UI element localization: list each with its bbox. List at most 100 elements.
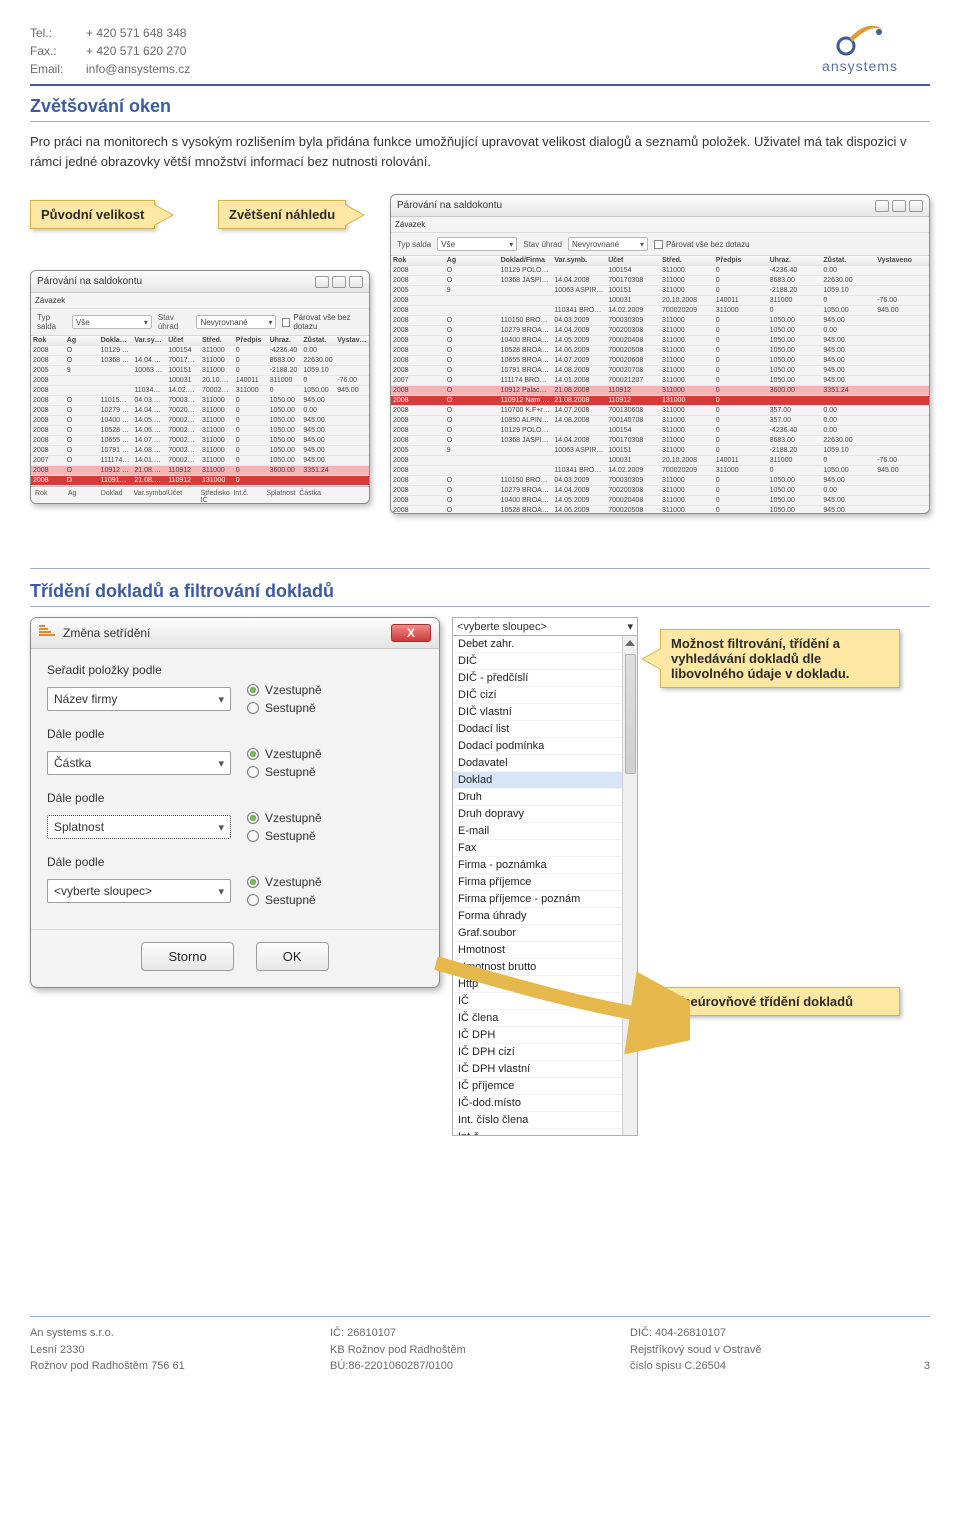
list-item[interactable]: Forma úhrady [453, 908, 637, 925]
table-row[interactable]: 2008110341 BROADWAY a.s14.02.20097000202… [31, 386, 369, 396]
window-controls[interactable] [315, 276, 363, 288]
list-item[interactable]: E-mail [453, 823, 637, 840]
list-item[interactable]: IČ-dod.místo [453, 1095, 637, 1112]
table-row[interactable]: 2008110341 BROADWAY a.s14.02.20097000202… [391, 306, 929, 316]
data-grid-small[interactable]: RokAgDoklad/FirmaVar.symb.ÚčetStřed.Před… [31, 336, 369, 486]
list-item[interactable]: Debet zahr. [453, 636, 637, 653]
list-item[interactable]: Dodací podmínka [453, 738, 637, 755]
list-item[interactable]: DIČ vlastní [453, 704, 637, 721]
callout-enlarged: Zvětšení náhledu [218, 200, 346, 229]
sort1-desc-radio[interactable]: Sestupně [247, 701, 322, 715]
list-item[interactable]: Firma - poznámka [453, 857, 637, 874]
browse-window-big: Párování na saldokontu Závazek Typ salda… [390, 194, 930, 514]
table-row[interactable]: 2005910063 ASPIRE, v.o.s.1001513110000-2… [31, 366, 369, 376]
table-row[interactable]: 2008O10528 BROADWAY a.s14.06.20097000205… [391, 346, 929, 356]
list-item[interactable]: Int.č. [453, 1129, 637, 1136]
table-row[interactable]: 2007O111174 BROADWAY a.s14.01.2008700021… [391, 376, 929, 386]
logo-text: ansystems [790, 58, 930, 74]
list-item[interactable]: DIČ cizí [453, 687, 637, 704]
list-item[interactable]: Firma příjemce [453, 874, 637, 891]
list-item[interactable]: DIČ [453, 653, 637, 670]
sort2-asc-radio[interactable]: Vzestupně [247, 747, 322, 761]
table-row[interactable]: 2008O10400 BROADWAY a.s14.05.20097000204… [391, 336, 929, 346]
close-button[interactable]: X [391, 624, 431, 642]
grid-header: RokAgDoklad/FirmaVar.symb.ÚčetStřed.Před… [391, 256, 929, 266]
list-item[interactable]: Fax [453, 840, 637, 857]
stav-select[interactable]: Nevyrovnané▾ [196, 315, 276, 329]
list-item[interactable]: Dodavatel [453, 755, 637, 772]
ok-button[interactable]: OK [256, 942, 329, 971]
typsalda-select[interactable]: Vše▾ [72, 315, 152, 329]
list-item[interactable]: Druh [453, 789, 637, 806]
table-row[interactable]: 2008O10368 JASPIS FASHI..14.04.200870017… [31, 356, 369, 366]
list-item[interactable]: Druh dopravy [453, 806, 637, 823]
sort4-asc-radio[interactable]: Vzestupně [247, 875, 322, 889]
data-grid-big[interactable]: RokAgDoklad/FirmaVar.symb.ÚčetStřed.Před… [391, 256, 929, 514]
sort3-desc-radio[interactable]: Sestupně [247, 829, 322, 843]
fax-label: Fax.: [30, 42, 86, 60]
table-row[interactable]: 2008O110912 Nam Cub s.r.21.08.2008110912… [391, 396, 929, 406]
parovat-checkbox[interactable]: Párovat vše bez dotazu [654, 240, 750, 249]
sort1-select[interactable]: Název firmy▾ [47, 687, 231, 711]
scrollbar-thumb[interactable] [625, 654, 636, 774]
table-row[interactable]: 2008O10279 BROADWAY a.s14.04.20097002003… [391, 486, 929, 496]
list-item[interactable]: Doklad [453, 772, 637, 789]
list-item[interactable]: DIČ - předčíslí [453, 670, 637, 687]
sort2-select[interactable]: Částka▾ [47, 751, 231, 775]
table-row[interactable]: 2008O110912 Nam Cub s.r.21.08.2008110912… [31, 476, 369, 486]
sort1-asc-radio[interactable]: Vzestupně [247, 683, 322, 697]
list-item[interactable]: Int. číslo člena [453, 1112, 637, 1129]
table-row[interactable]: 2005910063 ASPIRE, v.o.s.1001513110000-2… [391, 446, 929, 456]
table-row[interactable]: 2008O10655 BROADWAY a.s14.07.20097000206… [391, 356, 929, 366]
table-row[interactable]: 2008O10791 BROADWAY a.s14.08.20097000207… [391, 366, 929, 376]
table-row[interactable]: 2008O10655 BROADWAY a.s14.07.20097000206… [31, 436, 369, 446]
connector-arrow-icon [430, 957, 690, 1087]
column-picker-head[interactable]: <vyberte sloupec>▾ [452, 617, 638, 636]
table-row[interactable]: 200810003120.10.20081400113110000-76.00 [391, 456, 929, 466]
table-row[interactable]: 2008O10279 BROADWAY a.s14.04.20097002003… [391, 326, 929, 336]
table-row[interactable]: 2008O110150 BROADWAY a.s04.03.2009700030… [31, 396, 369, 406]
table-row[interactable]: 200810003120.10.20081400113110000-76.00 [391, 296, 929, 306]
table-row[interactable]: 2008O10368 JASPIS FASHI..14.04.200870017… [391, 436, 929, 446]
table-row[interactable]: 2008O10912 Palace hotel P..21.08.2008110… [391, 386, 929, 396]
table-row[interactable]: 2008O10528 BROADWAY a.s14.06.20097000205… [391, 506, 929, 514]
table-row[interactable]: 200810003120.10.20081400113110000-76.00 [31, 376, 369, 386]
table-row[interactable]: 2008O10912 Palace hotel P..21.08.2008110… [31, 466, 369, 476]
sort2-desc-radio[interactable]: Sestupně [247, 765, 322, 779]
table-row[interactable]: 2008O110700 K.F+r finance..14.07.2008700… [391, 406, 929, 416]
table-row[interactable]: 2008O10129 POLONA s.r.o.1001543110000-42… [31, 346, 369, 356]
table-row[interactable]: 2008110341 BROADWAY a.s14.02.20097000202… [391, 466, 929, 476]
parovat-checkbox[interactable]: Párovat vše bez dotazu [282, 313, 363, 331]
filter-row-small[interactable]: RokAgDokladVar.symbolÚčetStředisko IČInt… [31, 486, 369, 504]
tel-value: + 420 571 648 348 [86, 24, 186, 42]
page-footer: An systems s.r.o.Lesní 2330Rožnov pod Ra… [30, 1316, 930, 1375]
table-row[interactable]: 2008O10850 ALPINE logist..14.08.20087001… [391, 416, 929, 426]
tab-label: Závazek [391, 217, 929, 233]
typsalda-select[interactable]: Vše▾ [437, 237, 517, 251]
table-row[interactable]: 2008O10400 BROADWAY a.s14.05.20097000204… [391, 496, 929, 506]
window-controls[interactable] [875, 200, 923, 212]
callout-original-size: Původní velikost [30, 200, 155, 229]
stav-select[interactable]: Nevyrovnané▾ [568, 237, 648, 251]
sort4-desc-radio[interactable]: Sestupně [247, 893, 322, 907]
table-row[interactable]: 2008O10528 BROADWAY a.s14.06.20097000205… [31, 426, 369, 436]
list-item[interactable]: Graf.soubor [453, 925, 637, 942]
sort4-select[interactable]: <vyberte sloupec>▾ [47, 879, 231, 903]
list-item[interactable]: Firma příjemce - poznám [453, 891, 637, 908]
sort3-asc-radio[interactable]: Vzestupně [247, 811, 322, 825]
table-row[interactable]: 2005910063 ASPIRE, v.o.s.1001513110000-2… [391, 286, 929, 296]
table-row[interactable]: 2008O10129 POLONA s.r.o.1001543110000-42… [391, 426, 929, 436]
window-title: Párování na saldokontu [37, 276, 142, 287]
storno-button[interactable]: Storno [141, 942, 233, 971]
table-row[interactable]: 2007O111174 BROADWAY a.s14.01.2008700021… [31, 456, 369, 466]
page-header: Tel.:+ 420 571 648 348 Fax.:+ 420 571 62… [30, 24, 930, 86]
table-row[interactable]: 2008O10791 BROADWAY a.s14.08.20097000207… [31, 446, 369, 456]
table-row[interactable]: 2008O110150 BROADWAY a.s04.03.2009700030… [391, 476, 929, 486]
table-row[interactable]: 2008O10279 BROADWAY a.s14.04.20097002003… [31, 406, 369, 416]
table-row[interactable]: 2008O10368 JASPIS FASHI..14.04.200870017… [391, 276, 929, 286]
table-row[interactable]: 2008O10129 POLONA s.r.o.1001543110000-42… [391, 266, 929, 276]
list-item[interactable]: Dodací list [453, 721, 637, 738]
sort3-select[interactable]: Splatnost▾ [47, 815, 231, 839]
table-row[interactable]: 2008O10400 BROADWAY a.s14.05.20097000204… [31, 416, 369, 426]
table-row[interactable]: 2008O110150 BROADWAY a.s04.03.2009700030… [391, 316, 929, 326]
